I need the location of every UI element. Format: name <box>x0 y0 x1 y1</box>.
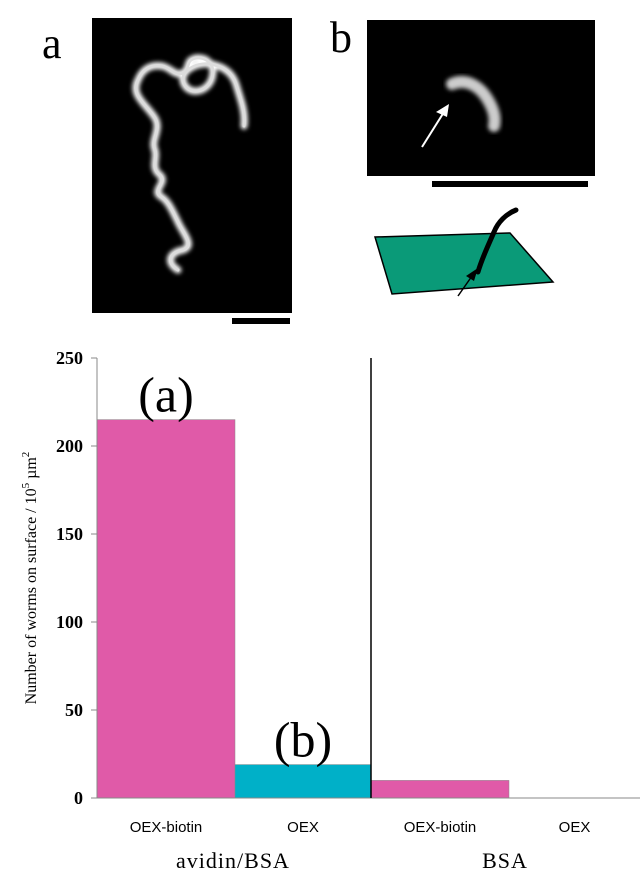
y-tick-label: 250 <box>56 348 83 368</box>
y-axis-label: Number of worms on surface / 105 µm2 <box>20 452 40 705</box>
surface <box>375 233 553 294</box>
y-axis-label-part: 2 <box>20 452 32 458</box>
y-axis-label-part: Number of worms on surface / 10 <box>23 488 40 704</box>
scale-bar <box>232 318 290 324</box>
y-tick-label: 100 <box>56 612 83 632</box>
y-tick-label: 50 <box>65 700 83 720</box>
panel-label: a <box>42 19 62 68</box>
x-tick-label: OEX-biotin <box>130 819 203 836</box>
annotation: (b) <box>274 712 332 768</box>
scale-bar <box>432 181 588 187</box>
annotation: (a) <box>138 367 194 423</box>
panel-label: b <box>330 13 352 62</box>
bar <box>235 765 371 798</box>
x-tick-label: OEX-biotin <box>404 819 477 836</box>
figure: a b 0 50 100 150 200 250 OEX-biotin OEX OEX-biot… <box>0 0 642 876</box>
bar <box>371 780 509 798</box>
y-axis-label-part: µm <box>23 457 40 483</box>
x-tick-label: OEX <box>559 819 591 836</box>
y-tick-label: 150 <box>56 524 83 544</box>
bar <box>97 420 235 798</box>
x-tick-label: OEX <box>287 819 319 836</box>
group-label: BSA <box>482 848 528 873</box>
y-tick-label: 200 <box>56 436 83 456</box>
y-tick-label: 0 <box>74 788 83 808</box>
group-label: avidin/BSA <box>176 848 290 873</box>
